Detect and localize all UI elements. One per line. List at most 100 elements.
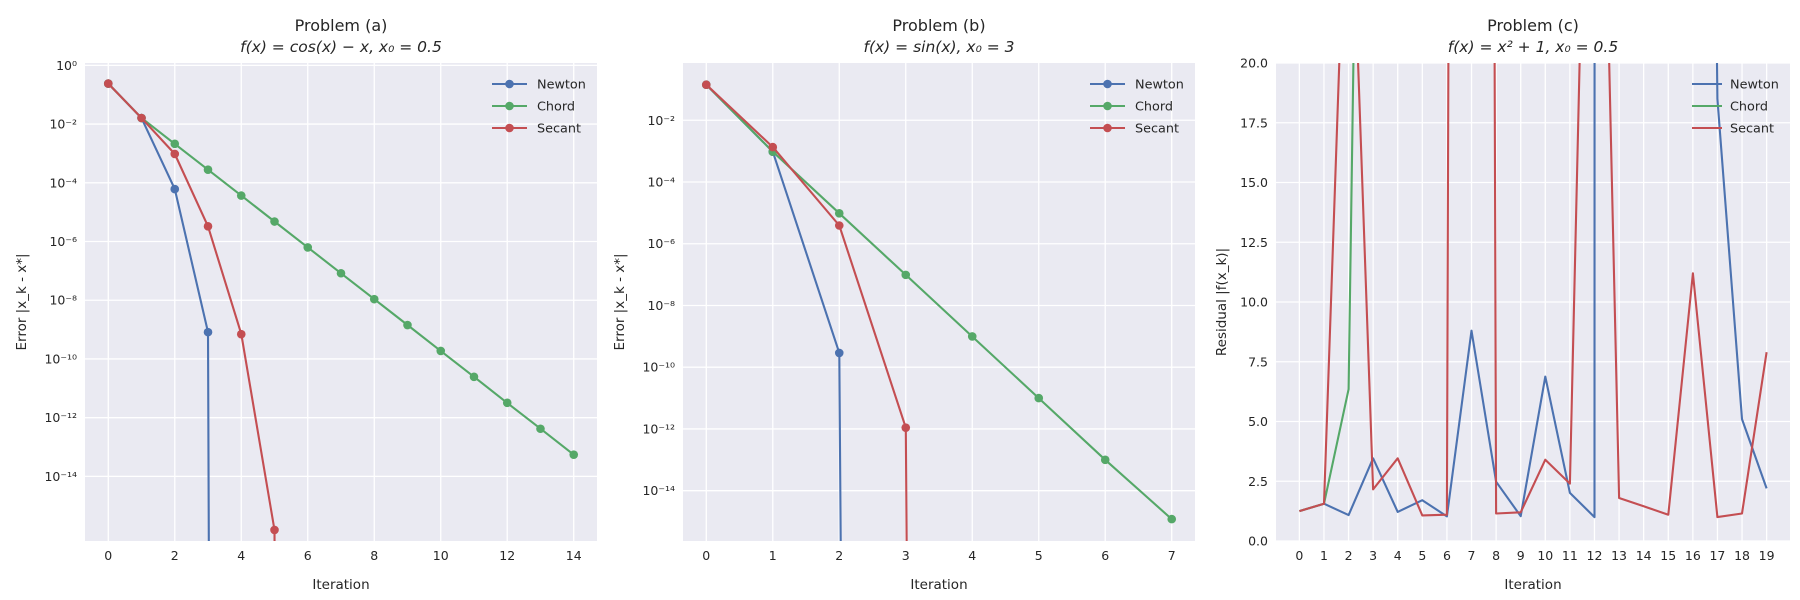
plot-b-subtitle: f(x) = sin(x), x₀ = 3 — [863, 38, 1015, 56]
secant-marker — [270, 525, 279, 535]
x-tick-label: 17 — [1709, 548, 1725, 563]
secant-marker — [701, 80, 711, 90]
legend-marker-sample — [505, 79, 514, 89]
secant-marker — [236, 329, 246, 339]
legend-marker-sample — [505, 101, 514, 111]
secant-marker — [170, 149, 180, 159]
series-group — [103, 79, 579, 541]
x-tick-label: 9 — [1517, 548, 1525, 563]
x-tick-label: 3 — [1369, 548, 1377, 563]
y-tick-label: 10⁻¹⁴ — [44, 469, 77, 484]
chord-marker — [303, 243, 313, 252]
x-tick-label: 0 — [702, 548, 710, 563]
plot-a-subtitle: f(x) = cos(x) − x, x₀ = 0.5 — [240, 38, 442, 56]
chord-marker — [1100, 455, 1110, 465]
x-tick-label: 2 — [1345, 548, 1353, 563]
chord-marker — [901, 270, 911, 280]
legend-marker-sample — [1103, 123, 1112, 133]
x-tick-label: 18 — [1734, 548, 1750, 563]
x-tick-label: 12 — [499, 548, 515, 563]
newton-marker — [203, 327, 213, 337]
plot-b-title: Problem (b) — [892, 16, 986, 35]
plot-c-subtitle: f(x) = x² + 1, x₀ = 0.5 — [1447, 38, 1619, 56]
tick-labels: 0 1 2 3 4 5 6 7 8 9 10 11 12 13 14 15 16 17 18 190.02.55.07… — [1240, 56, 1774, 564]
subplot-c: 0 1 2 3 4 5 6 7 8 9 10 11 12 13 14 15 16 17 18 190.02.55.07… — [1240, 56, 1790, 564]
legend-label: Secant — [1135, 122, 1179, 137]
y-tick-label: 10⁻¹⁰ — [44, 351, 77, 366]
subplot-b: 0 1 2 3 4 5 6 7 10⁻² 10⁻⁴ 10⁻⁶ 10⁻⁸ 10⁻¹⁰ 10⁻¹² 10⁻¹⁴ N… — [642, 63, 1195, 563]
y-tick-label: 10⁻⁸ — [647, 298, 675, 313]
y-tick-label: 5.0 — [1248, 414, 1268, 429]
x-tick-label: 6 — [304, 548, 312, 563]
y-tick-label: 10⁻² — [49, 117, 77, 132]
x-tick-label: 2 — [835, 548, 843, 563]
axes-background — [85, 63, 597, 541]
chord-marker — [1167, 514, 1177, 524]
secant-line — [1299, 63, 1768, 519]
newton-line — [1299, 63, 1768, 519]
y-tick-label: 15.0 — [1240, 175, 1268, 190]
plot-a-title: Problem (a) — [294, 16, 388, 35]
secant-marker — [768, 142, 778, 152]
legend: Newton Chord Secant — [1090, 78, 1184, 137]
y-tick-label: 10⁻⁶ — [49, 234, 77, 249]
tick-labels: 0 1 2 3 4 5 6 7 10⁻² 10⁻⁴ 10⁻⁶ 10⁻⁸ 10⁻¹⁰ 10⁻¹² 10⁻¹⁴ — [642, 113, 1175, 563]
y-tick-label: 10⁻¹⁴ — [642, 483, 675, 498]
chord-marker — [336, 268, 346, 278]
series-group — [1299, 63, 1768, 519]
newton-marker — [170, 184, 180, 194]
y-tick-label: 10.0 — [1240, 295, 1268, 310]
legend-label: Secant — [537, 122, 581, 137]
y-tick-label: 17.5 — [1240, 115, 1268, 130]
grid — [1276, 62, 1790, 542]
x-tick-label: 1 — [769, 548, 777, 563]
chord-marker — [834, 208, 844, 218]
y-tick-label: 20.0 — [1240, 56, 1268, 71]
plot-c-title: Problem (c) — [1487, 16, 1579, 35]
chord-marker — [536, 424, 545, 434]
legend-label: Newton — [1135, 78, 1184, 93]
plot-a-xlabel: Iteration — [312, 577, 370, 593]
x-tick-label: 1 — [1320, 548, 1328, 563]
secant-marker — [834, 221, 844, 230]
secant-marker — [901, 423, 911, 432]
legend-marker-sample — [1103, 79, 1112, 89]
chord-marker — [203, 165, 213, 175]
x-tick-label: 4 — [237, 548, 245, 563]
legend-label: Chord — [1730, 100, 1768, 115]
plot-c-xlabel: Iteration — [1504, 577, 1562, 593]
legend-label: Newton — [1730, 78, 1779, 93]
y-tick-label: 10⁻⁴ — [647, 174, 675, 189]
y-tick-label: 10⁻⁸ — [49, 293, 77, 308]
chord-marker — [569, 450, 579, 459]
x-tick-label: 10 — [1537, 548, 1553, 563]
secant-marker — [137, 113, 146, 123]
x-tick-label: 12 — [1587, 548, 1603, 563]
x-tick-label: 8 — [370, 548, 378, 563]
chord-marker — [403, 320, 412, 330]
chord-marker — [502, 398, 512, 408]
secant-marker — [103, 79, 113, 88]
subplot-a: 0 2 4 6 8 10 12 14 10⁰ 10⁻² 10⁻⁴ 10⁻⁶ 10⁻⁸ 10⁻¹⁰ 10⁻¹²… — [44, 58, 597, 563]
x-tick-label: 0 — [104, 548, 112, 563]
y-tick-label: 10⁰ — [56, 58, 77, 73]
x-tick-label: 11 — [1562, 548, 1578, 563]
x-tick-label: 19 — [1759, 548, 1775, 563]
x-tick-label: 4 — [1394, 548, 1402, 563]
x-tick-label: 16 — [1685, 548, 1701, 563]
plot-b-ylabel: Error |x_k - x*| — [612, 253, 628, 351]
plot-a-ylabel: Error |x_k - x*| — [14, 253, 30, 351]
tick-labels: 0 2 4 6 8 10 12 14 10⁰ 10⁻² 10⁻⁴ 10⁻⁶ 10⁻⁸ 10⁻¹⁰ 10⁻¹²… — [44, 58, 581, 563]
grid — [85, 63, 597, 541]
legend-marker-sample — [505, 123, 514, 133]
x-tick-label: 5 — [1035, 548, 1043, 563]
y-tick-label: 10⁻¹² — [44, 410, 77, 425]
legend-label: Chord — [1135, 100, 1173, 115]
y-tick-label: 2.5 — [1248, 474, 1268, 489]
x-tick-label: 14 — [1636, 548, 1652, 563]
y-tick-label: 10⁻¹⁰ — [642, 360, 675, 375]
chord-marker — [967, 332, 977, 341]
chord-line — [705, 83, 1173, 520]
series-group — [701, 80, 1177, 541]
